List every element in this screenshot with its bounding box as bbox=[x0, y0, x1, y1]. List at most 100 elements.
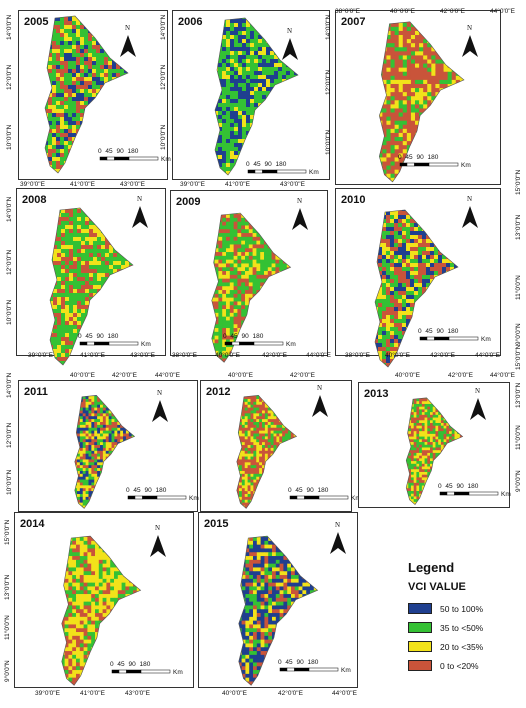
legend-title: Legend bbox=[408, 560, 455, 575]
north-label: N bbox=[157, 389, 163, 397]
scale-bar-segment bbox=[253, 341, 284, 346]
longitude-label: 39°0'0"E bbox=[20, 181, 45, 188]
longitude-label: 38°0'0"E bbox=[345, 352, 370, 359]
scale-bar-labels: 0 45 90 180 bbox=[288, 487, 329, 494]
longitude-label: 44°0'0"E bbox=[475, 352, 500, 359]
scale-bar-segment bbox=[156, 495, 187, 500]
north-label: N bbox=[287, 27, 293, 35]
legend-item: 50 to 100% bbox=[408, 603, 483, 614]
scale-bar-unit: Km bbox=[189, 495, 199, 502]
longitude-label: 40°0'0"E bbox=[385, 352, 410, 359]
scale-bar-segment bbox=[318, 495, 349, 500]
scale-bar-labels: 0 45 90 180 bbox=[110, 661, 151, 668]
map-year-label: 2005 bbox=[24, 16, 49, 28]
north-arrow-icon bbox=[132, 206, 148, 228]
scale-bar-unit: Km bbox=[341, 667, 351, 674]
north-arrow-icon bbox=[462, 35, 478, 57]
longitude-label: 42°0'0"E bbox=[112, 372, 137, 379]
north-label: N bbox=[335, 521, 341, 529]
scale-bar-unit: Km bbox=[286, 341, 296, 348]
map-year-label: 2010 bbox=[341, 194, 366, 206]
scale-bar-unit: Km bbox=[501, 491, 511, 498]
map-year-label: 2008 bbox=[22, 194, 47, 206]
longitude-label: 42°0'0"E bbox=[430, 352, 455, 359]
legend-swatch-yellow bbox=[408, 641, 432, 652]
longitude-label: 38°0'0"E bbox=[172, 352, 197, 359]
scale-bar-segment bbox=[108, 341, 139, 346]
legend-item: 35 to <50% bbox=[408, 622, 483, 633]
scale-bar-segment bbox=[468, 491, 499, 496]
north-label: N bbox=[155, 524, 161, 532]
north-arrow-icon bbox=[292, 208, 308, 230]
scale-bar-segment bbox=[276, 169, 307, 174]
north-arrow-icon bbox=[470, 398, 486, 420]
legend-item: 0 to <20% bbox=[408, 660, 479, 671]
legend-swatch-red bbox=[408, 660, 432, 671]
legend-label: 35 to <50% bbox=[440, 622, 484, 633]
longitude-label: 42°0'0"E bbox=[262, 352, 287, 359]
longitude-label: 40°0'0"E bbox=[228, 372, 253, 379]
map-year-label: 2009 bbox=[176, 196, 201, 208]
longitude-label: 42°0'0"E bbox=[448, 372, 473, 379]
longitude-label: 41°0'0"E bbox=[225, 181, 250, 188]
north-arrow-icon bbox=[150, 535, 166, 557]
north-label: N bbox=[467, 195, 473, 203]
scale-bar-segment bbox=[140, 669, 171, 674]
scale-bar-segment bbox=[428, 162, 459, 167]
map-year-label: 2011 bbox=[24, 386, 48, 398]
legend: Legend VCI VALUE 50 to 100% 35 to <50% 2… bbox=[408, 560, 520, 678]
scale-bar-unit: Km bbox=[351, 495, 361, 502]
north-label: N bbox=[317, 384, 323, 392]
north-label: N bbox=[475, 387, 481, 395]
scale-bar-labels: 0 45 90 180 bbox=[223, 333, 264, 340]
map-year-label: 2015 bbox=[204, 518, 229, 530]
map-year-label: 2006 bbox=[178, 16, 203, 28]
scale-bar-labels: 0 45 90 180 bbox=[438, 483, 479, 490]
scale-bar-unit: Km bbox=[173, 669, 183, 676]
longitude-label: 42°0'0"E bbox=[278, 690, 303, 697]
scale-bar-segment bbox=[308, 667, 339, 672]
scale-bar-labels: 0 45 90 180 bbox=[278, 659, 319, 666]
longitude-label: 43°0'0"E bbox=[125, 690, 150, 697]
longitude-label: 40°0'0"E bbox=[70, 372, 95, 379]
map-year-label: 2014 bbox=[20, 518, 45, 530]
scale-bar-segment bbox=[286, 667, 295, 672]
scale-bar-segment bbox=[294, 667, 310, 672]
scale-bar-unit: Km bbox=[141, 341, 151, 348]
longitude-label: 42°0'0"E bbox=[290, 372, 315, 379]
longitude-label: 44°0'0"E bbox=[155, 372, 180, 379]
north-arrow-icon bbox=[120, 35, 136, 57]
longitude-label: 44°0'0"E bbox=[306, 352, 331, 359]
legend-swatch-green bbox=[408, 622, 432, 633]
legend-subtitle: VCI VALUE bbox=[408, 581, 466, 593]
north-label: N bbox=[125, 24, 131, 32]
north-arrow-icon bbox=[312, 395, 328, 417]
legend-swatch-blue bbox=[408, 603, 432, 614]
scale-bar-labels: 0 45 90 180 bbox=[398, 154, 439, 161]
longitude-label: 38°0'0"E bbox=[335, 8, 360, 15]
scale-bar-labels: 0 45 90 180 bbox=[418, 328, 459, 335]
north-arrow-icon bbox=[152, 400, 168, 422]
longitude-label: 43°0'0"E bbox=[120, 181, 145, 188]
longitude-label: 43°0'0"E bbox=[130, 352, 155, 359]
north-arrow-icon bbox=[462, 206, 478, 228]
longitude-label: 41°0'0"E bbox=[80, 352, 105, 359]
longitude-label: 44°0'0"E bbox=[490, 8, 515, 15]
north-arrow-icon bbox=[330, 532, 346, 554]
north-label: N bbox=[297, 197, 303, 205]
longitude-label: 39°0'0"E bbox=[180, 181, 205, 188]
north-label: N bbox=[137, 195, 143, 203]
longitude-label: 39°0'0"E bbox=[35, 690, 60, 697]
scale-bar-unit: Km bbox=[461, 162, 471, 169]
longitude-label: 42°0'0"E bbox=[440, 8, 465, 15]
legend-label: 20 to <35% bbox=[440, 641, 484, 652]
